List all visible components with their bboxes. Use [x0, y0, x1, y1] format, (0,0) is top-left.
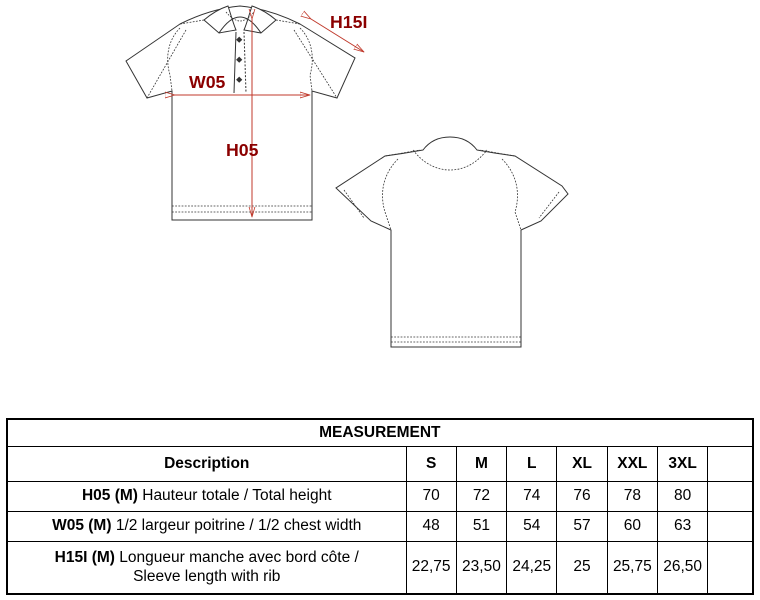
svg-text:H15I: H15I: [330, 12, 367, 32]
svg-text:W05: W05: [189, 72, 226, 92]
svg-text:H05: H05: [226, 140, 259, 160]
